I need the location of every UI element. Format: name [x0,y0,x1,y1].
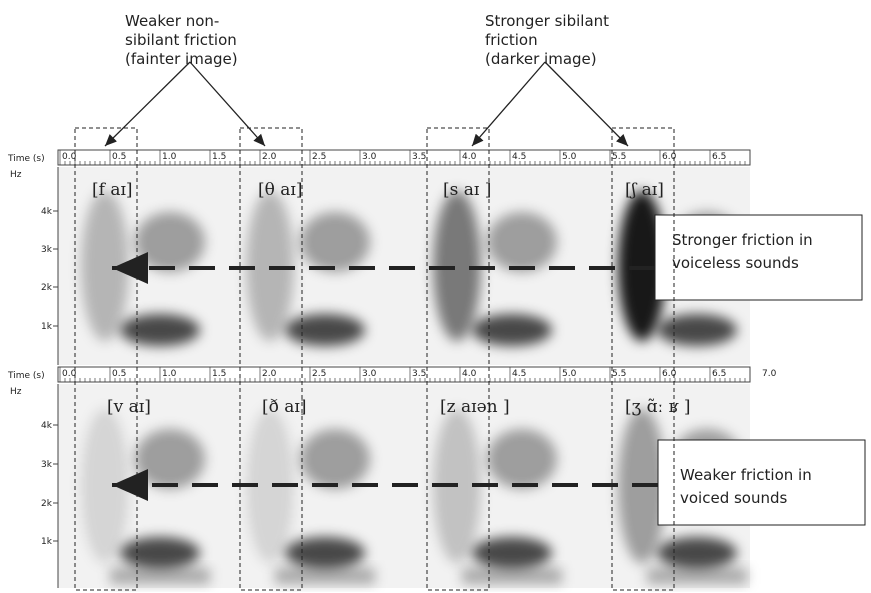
time-tick-label: 5.5 [612,369,626,379]
time-tick-label: 2.5 [312,369,326,379]
time-tick-label: 4.5 [512,369,526,379]
time-ruler [57,149,751,166]
vowel-formant [487,429,557,489]
freq-tick-label: 2k [41,283,53,293]
time-tick-label: 2.0 [262,369,277,379]
time-axis-label: Time (s) [7,154,45,164]
transcription: [ð aɪ] [262,397,306,417]
friction-noise [246,408,294,564]
transcription: [z aɪən ] [440,397,510,417]
vowel-formant [135,429,205,489]
time-tick-label: 4.5 [512,152,526,162]
segment-box [611,127,675,591]
time-tick-label: 0.5 [112,369,126,379]
annotation-line: voiceless sounds [672,254,799,272]
time-axis-label: Time (s) [7,371,45,381]
pointer-arrow [544,61,629,147]
voicing-bar [647,568,747,584]
vowel-low [472,537,552,569]
transcription: [θ aɪ] [258,180,302,200]
annotation-line: sibilant friction [125,31,237,49]
time-tick-label: 1.0 [162,369,177,379]
segment-box [74,127,138,591]
time-tick-label: 4.0 [462,152,477,162]
transcription: [ʃ aɪ] [625,180,664,200]
time-tick-label: 1.0 [162,152,177,162]
time-tick-label: 5.0 [562,152,577,162]
pointer-arrow [471,61,546,147]
vowel-formant [487,212,557,272]
time-tick-label: 3.5 [412,152,426,162]
vowel-low [120,314,200,346]
friction-noise [81,408,129,564]
voicing-bar [275,568,375,584]
time-tick-label: 3.5 [412,369,426,379]
annotation-line: Stronger friction in [672,231,813,249]
segment-box [239,127,303,591]
time-tick-label: 6.5 [712,369,726,379]
freq-axis-label: Hz [10,387,22,397]
freq-tick-label: 2k [41,499,53,509]
freq-axis-label: Hz [10,170,22,180]
freq-tick-label: 4k [41,207,53,217]
friction-noise [81,190,129,342]
callout-box [654,214,863,301]
transcription: [v aɪ] [107,397,151,417]
vowel-formant [300,212,370,272]
time-tick-label: 4.0 [462,369,477,379]
freq-tick-label: 3k [41,245,53,255]
freq-tick-label: 1k [41,322,53,332]
vowel-low [285,314,365,346]
time-tick-label: 5.5 [612,152,626,162]
annotation-line: Weaker non- [125,12,219,30]
time-tick-label: 2.0 [262,152,277,162]
time-tick-label: 6.0 [662,369,677,379]
vowel-low [657,314,737,346]
voicing-bar [110,568,210,584]
time-tick-label: 3.0 [362,152,377,162]
annotation-line: (fainter image) [125,50,238,68]
annotation-line: voiced sounds [680,489,788,507]
vowel-low [657,537,737,569]
time-tick-label: 7.0 [762,369,777,379]
time-tick-label: 0.0 [62,369,77,379]
time-tick-label: 1.5 [212,152,226,162]
time-tick-label: 6.5 [712,152,726,162]
annotation-line: Weaker friction in [680,466,812,484]
annotation-line: Stronger sibilant [485,12,609,30]
time-tick-label: 1.5 [212,369,226,379]
transcription: [ʒ ɑ̃ː ʁ ] [625,397,691,417]
vowel-formant [300,429,370,489]
pointer-arrow [189,61,266,147]
annotation-line: (darker image) [485,50,597,68]
vowel-low [285,537,365,569]
transcription: [f aɪ] [92,180,133,200]
pointer-arrow [104,61,191,147]
voicing-bar [462,568,562,584]
vowel-low [120,537,200,569]
vowel-low [472,314,552,346]
callout-box [657,439,866,526]
freq-tick-label: 3k [41,460,53,470]
time-tick-label: 6.0 [662,152,677,162]
segment-box [426,127,490,591]
time-tick-label: 2.5 [312,152,326,162]
time-tick-label: 3.0 [362,369,377,379]
freq-tick-label: 1k [41,537,53,547]
time-tick-label: 0.0 [62,152,77,162]
transcription: [s aɪ ] [443,180,491,200]
time-ruler [57,366,751,383]
annotation-line: friction [485,31,538,49]
freq-tick-label: 4k [41,421,53,431]
vowel-formant [135,212,205,272]
time-tick-label: 5.0 [562,369,577,379]
time-tick-label: 0.5 [112,152,126,162]
friction-noise [433,190,481,342]
